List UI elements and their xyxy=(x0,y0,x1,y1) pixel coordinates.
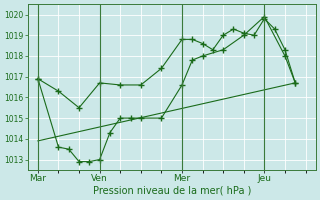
X-axis label: Pression niveau de la mer( hPa ): Pression niveau de la mer( hPa ) xyxy=(92,186,251,196)
